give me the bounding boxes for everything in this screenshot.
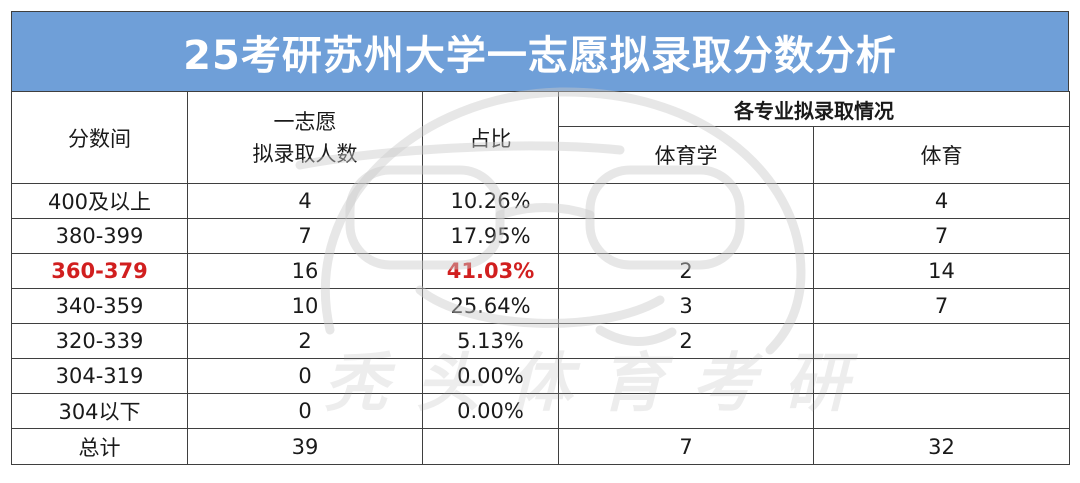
cell-ratio: 41.03%: [422, 253, 559, 289]
cell-total-ratio: [422, 428, 559, 465]
table-row: 304以下 0 0.00%: [11, 393, 1070, 429]
cell-count: 2: [187, 323, 423, 359]
cell-count: 10: [187, 288, 423, 324]
cell-ratio: 0.00%: [422, 393, 559, 429]
title-bar: 25考研苏州大学一志愿拟录取分数分析: [11, 11, 1069, 92]
cell-major2: [813, 393, 1070, 429]
cell-ratio: 17.95%: [422, 218, 559, 254]
cell-major2: 4: [813, 183, 1070, 219]
cell-count: 4: [187, 183, 423, 219]
cell-major1: [558, 183, 814, 219]
header-score-range: 分数间: [11, 91, 188, 184]
cell-range: 320-339: [11, 323, 188, 359]
cell-ratio: 25.64%: [422, 288, 559, 324]
cell-major2: 7: [813, 288, 1070, 324]
table-row-total: 总计 39 7 32: [11, 428, 1070, 465]
cell-major1: [558, 393, 814, 429]
cell-count: 7: [187, 218, 423, 254]
cell-total-count: 39: [187, 428, 423, 465]
cell-major2: [813, 358, 1070, 394]
cell-major2: [813, 323, 1070, 359]
header-row-majors: 体育学 体育: [12, 126, 1070, 184]
cell-major1: 2: [558, 323, 814, 359]
cell-major1: 3: [558, 288, 814, 324]
table-row: 380-399 7 17.95% 7: [11, 218, 1070, 254]
cell-total-label: 总计: [11, 428, 188, 465]
cell-major1: [558, 218, 814, 254]
header-admitted-count: 一志愿 拟录取人数: [187, 91, 423, 184]
cell-total-major1: 7: [558, 428, 814, 465]
cell-major1: 2: [558, 253, 814, 289]
header-major-sports-science: 体育学: [558, 126, 814, 184]
table-row: 400及以上 4 10.26% 4: [11, 183, 1070, 219]
cell-major2: 7: [813, 218, 1070, 254]
page-title: 25考研苏州大学一志愿拟录取分数分析: [183, 32, 897, 79]
cell-major2: 14: [813, 253, 1070, 289]
cell-ratio: 10.26%: [422, 183, 559, 219]
header-admitted-line1: 一志愿: [273, 109, 337, 134]
cell-count: 0: [187, 358, 423, 394]
cell-range: 304-319: [11, 358, 188, 394]
header-row-group: 分数间 一志愿 拟录取人数 占比 各专业拟录取情况: [11, 91, 1070, 184]
cell-total-major2: 32: [813, 428, 1070, 465]
table-row: 320-339 2 5.13% 2: [11, 323, 1070, 359]
header-admitted-line2: 拟录取人数: [252, 141, 358, 166]
header-ratio: 占比: [422, 91, 559, 184]
cell-range: 340-359: [11, 288, 188, 324]
data-table: 分数间 一志愿 拟录取人数 占比 各专业拟录取情况 体育学 体育 400及以上 …: [11, 91, 1070, 465]
cell-major1: [558, 358, 814, 394]
header-major-sports: 体育: [813, 126, 1070, 184]
cell-count: 0: [187, 393, 423, 429]
cell-range: 400及以上: [11, 183, 188, 219]
cell-range: 304以下: [11, 393, 188, 429]
cell-range: 360-379: [11, 253, 188, 289]
table-row-highlighted: 360-379 16 41.03% 2 14: [11, 253, 1070, 289]
table-row: 304-319 0 0.00%: [11, 358, 1070, 394]
table-row: 340-359 10 25.64% 3 7: [11, 288, 1070, 324]
cell-ratio: 5.13%: [422, 323, 559, 359]
cell-count: 16: [187, 253, 423, 289]
cell-ratio: 0.00%: [422, 358, 559, 394]
header-major-group: 各专业拟录取情况: [558, 91, 1070, 127]
cell-range: 380-399: [11, 218, 188, 254]
score-analysis-table: 25考研苏州大学一志愿拟录取分数分析 分数间 一志愿 拟录取人数 占比 各专业拟…: [11, 11, 1070, 470]
